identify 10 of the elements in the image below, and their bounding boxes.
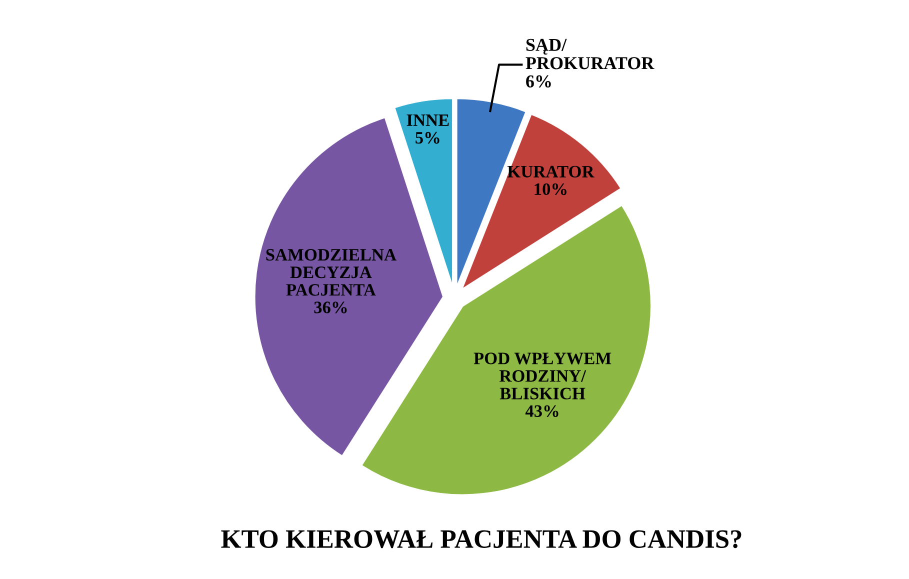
slice-label: SAMODZIELNA DECYZJA PACJENTA xyxy=(266,248,396,296)
data-label: 6% xyxy=(526,75,551,88)
data-label: 5% xyxy=(416,132,440,144)
data-label: 36% xyxy=(314,302,347,314)
slice-label: SĄD/ PROKURATOR xyxy=(526,38,654,70)
data-label: 43% xyxy=(525,405,558,417)
data-label: 10% xyxy=(534,183,566,196)
text: KTO KIEROWAŁ PACJENTA DO CANDIS? xyxy=(221,530,742,548)
slice-label: POD WPŁYWEM RODZINY/ BLISKICH xyxy=(474,352,612,400)
slice-label: INNE xyxy=(406,114,449,126)
